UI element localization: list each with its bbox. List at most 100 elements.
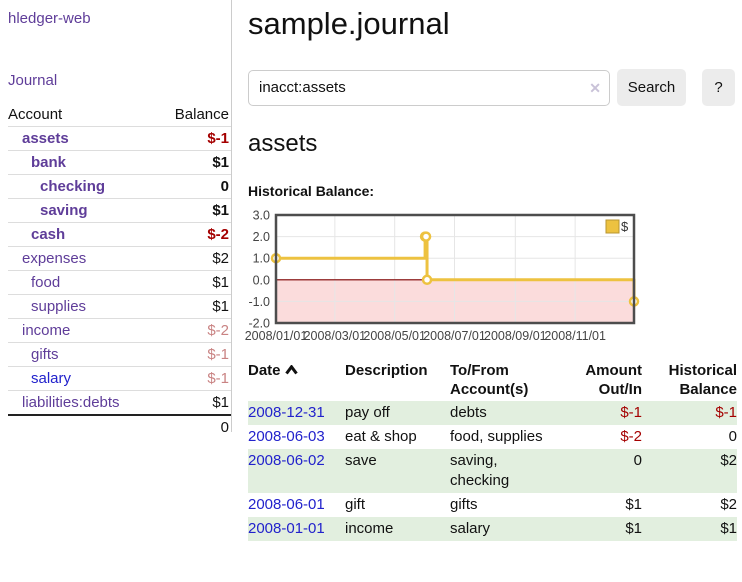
account-row: bank $1 [8,150,231,175]
account-link[interactable]: liabilities:debts [22,394,120,411]
transaction-date-cell: 2008-06-01 [248,493,345,517]
account-cell: salary [8,367,156,391]
transaction-accounts: food, supplies [450,428,543,445]
account-cell: expenses [8,247,156,271]
transaction-accounts: salary [450,517,565,541]
transaction-description: income [345,517,450,541]
transaction-amount: $1 [625,496,642,513]
transaction-balance: $2 [642,449,737,493]
transaction-date-cell: 2008-06-02 [248,449,345,493]
register-body: 2008-12-31 pay off debts $-1 $-1 2008-06-03 ea… [248,401,737,541]
spacer [8,414,157,439]
transaction-amount: $1 [565,517,642,541]
transaction-balance: $1 [642,517,737,541]
column-date: Date [248,359,345,401]
transaction-balance: $-1 [642,401,737,425]
transaction-date-link[interactable]: 2008-06-03 [248,428,325,445]
svg-text:2008/09/01: 2008/09/01 [484,329,547,343]
column-accounts: To/From Account(s) [450,362,529,398]
transaction-date-link[interactable]: 2008-06-01 [248,496,325,513]
account-row: salary $-1 [8,366,231,391]
account-row: saving $1 [8,198,231,223]
sidebar-item-journal[interactable]: Journal [8,72,58,89]
transaction-accounts: saving, checking [450,449,565,493]
transaction-row: 2008-01-01 income salary $1 $1 [248,517,737,541]
account-row: gifts $-1 [8,342,231,367]
brand-link[interactable]: hledger-web [8,10,91,27]
svg-text:3.0: 3.0 [253,209,270,223]
transaction-row: 2008-06-02 save saving, checking 0 $2 [248,449,737,493]
register-table: Date Description To/From Account(s) Amou… [248,359,737,541]
account-link[interactable]: expenses [22,250,87,267]
account-link[interactable]: supplies [31,298,87,315]
account-cell: food [8,271,156,295]
transaction-date-cell: 2008-06-03 [248,425,345,449]
account-balance: $2 [212,250,229,267]
chart-title: Historical Balance: [248,183,375,199]
transaction-row: 2008-12-31 pay off debts $-1 $-1 [248,401,737,425]
account-balance: $-1 [207,370,229,387]
svg-text:0.0: 0.0 [253,273,270,287]
search-button[interactable]: Search [617,69,686,106]
account-balance: 0 [220,178,229,195]
accounts-body: assets $-1 bank $1 checking 0 saving $1 cash $-2 e… [8,126,231,416]
transaction-date-link[interactable]: 2008-01-01 [248,520,325,537]
search-form: ✕ Search ? [248,69,742,106]
chart-container: 3.0 2.0 1.0 0.0 -1.0 -2.0 2008/01/01 2008/03/01… [245,205,742,346]
chart-legend: $ [605,219,629,234]
account-link[interactable]: assets [22,130,69,147]
account-row: checking 0 [8,174,231,199]
account-link[interactable]: food [31,274,61,291]
account-link[interactable]: salary [31,370,72,387]
account-cell: liabilities:debts [8,391,156,416]
account-link[interactable]: income [22,322,71,339]
transaction-description: gift [345,496,366,513]
transaction-date-cell: 2008-12-31 [248,401,345,425]
account-cell: income [8,319,156,343]
transaction-accounts: gifts [450,496,478,513]
sidebar: hledger-web Journal Account Balance asse… [0,0,232,439]
account-link[interactable]: cash [31,226,66,243]
svg-text:-1.0: -1.0 [248,295,270,309]
account-balance: $-2 [207,322,229,339]
transaction-amount: $-2 [620,428,642,445]
svg-text:1.0: 1.0 [253,252,270,266]
data-point-marker [420,231,432,242]
accounts-total-row: 0 [8,414,231,439]
account-cell: supplies [8,295,156,319]
column-description: Description [345,362,428,379]
account-link[interactable]: checking [40,178,106,195]
account-balance: $1 [212,298,229,315]
svg-text:2008/01/01: 2008/01/01 [245,329,308,343]
account-balance: $1 [212,154,229,171]
transaction-date-cell: 2008-01-01 [248,517,345,541]
search-box: ✕ [248,69,610,106]
transaction-balance: $2 [720,496,737,513]
register-header-row: Date Description To/From Account(s) Amou… [248,359,737,401]
transaction-date-link[interactable]: 2008-12-31 [248,404,325,421]
account-link[interactable]: saving [40,202,88,219]
transaction-accounts: debts [450,401,565,425]
account-link[interactable]: gifts [31,346,59,363]
account-row: cash $-2 [8,222,231,247]
clear-search-icon[interactable]: ✕ [589,79,601,96]
transaction-date-link[interactable]: 2008-06-02 [248,452,325,469]
account-cell: cash [8,223,156,247]
account-link[interactable]: bank [31,154,67,171]
svg-text:2008/11/01: 2008/11/01 [544,329,606,343]
account-row: liabilities:debts $1 [8,390,231,416]
column-balance: Balance [174,106,229,123]
svg-text:-2.0: -2.0 [248,317,270,331]
svg-text:2008/07/01: 2008/07/01 [423,329,486,343]
help-button[interactable]: ? [702,69,735,106]
balance-chart: 3.0 2.0 1.0 0.0 -1.0 -2.02008/01/012008/03/01… [245,209,640,343]
app-layout: hledger-web Journal Account Balance asse… [0,0,742,541]
search-input[interactable] [248,69,610,106]
svg-text:2008/03/01: 2008/03/01 [304,329,367,343]
account-row: expenses $2 [8,246,231,271]
column-amount: Amount Out/In [585,362,642,398]
legend-swatch [605,219,620,234]
accounts-header-row: Account Balance [8,104,231,127]
account-row: income $-2 [8,318,231,343]
accounts-total-value: 0 [156,414,231,439]
